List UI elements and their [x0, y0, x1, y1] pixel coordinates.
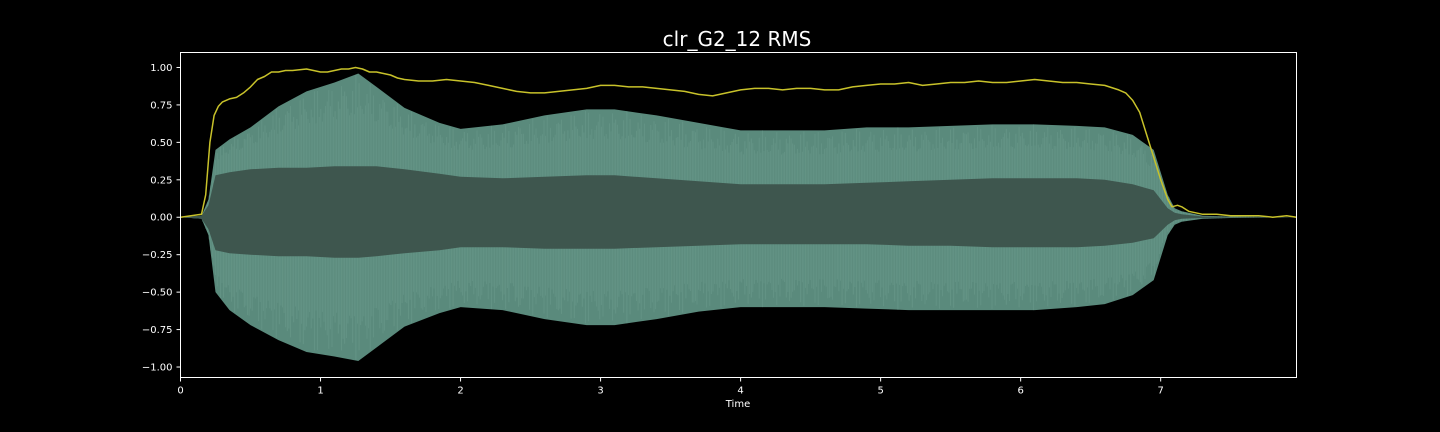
y-tick-label: −0.75: [142, 325, 173, 336]
x-tick-label: 2: [457, 386, 463, 397]
y-tick-label: −0.25: [142, 250, 173, 261]
plot-area: [180, 66, 1297, 361]
y-axis: 1.00 0.75 0.50 0.25 0.00 −0.25 −0.50 −0.75 −1.00: [142, 63, 181, 374]
x-tick-label: 6: [1017, 386, 1023, 397]
x-tick-label: 4: [737, 386, 743, 397]
y-tick-label: 0.50: [150, 138, 172, 149]
y-tick-label: −0.50: [142, 288, 173, 299]
waveform-core: [180, 166, 1297, 258]
y-tick-label: 0.00: [150, 213, 172, 224]
x-axis: 0 1 2 3 4 5 6 7: [177, 377, 1164, 397]
y-tick-label: −1.00: [142, 363, 173, 374]
chart-title: clr_G2_12 RMS: [663, 27, 812, 51]
x-tick-label: 3: [597, 386, 603, 397]
x-tick-label: 1: [317, 386, 323, 397]
x-tick-label: 5: [877, 386, 883, 397]
x-axis-label: Time: [725, 399, 750, 410]
y-tick-label: 1.00: [150, 63, 172, 74]
y-tick-label: 0.25: [150, 175, 172, 186]
rms-line: [180, 66, 1297, 218]
y-tick-label: 0.75: [150, 100, 172, 111]
x-tick-label: 7: [1157, 386, 1163, 397]
plot-frame: [180, 52, 1297, 378]
x-tick-label: 0: [177, 386, 183, 397]
